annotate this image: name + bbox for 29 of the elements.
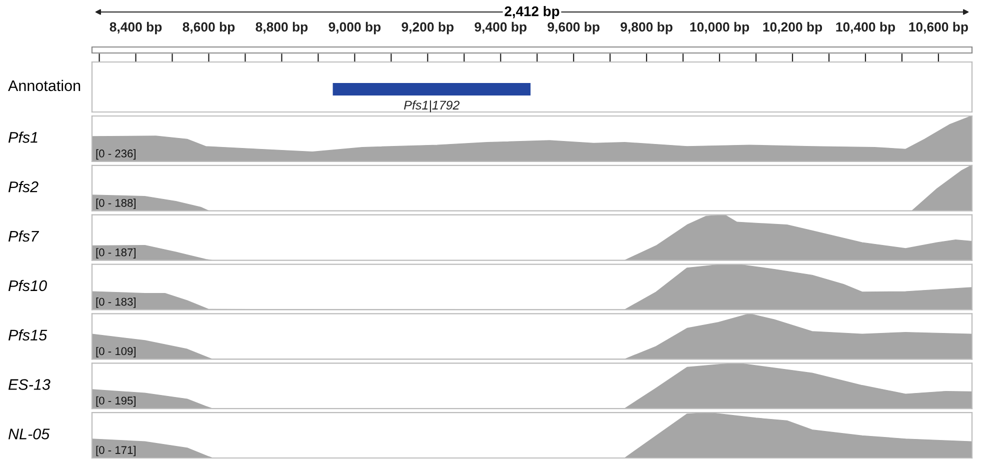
annotation: [0 - 183]: [96, 298, 136, 308]
annotation: [0 - 188]: [96, 198, 136, 210]
x-tick-label: 10,000 bp: [690, 22, 750, 34]
x-tick-label: 8,600 bp: [182, 22, 235, 34]
y-axis-title: Pfs10: [8, 280, 47, 292]
annotation: Pfs1|1792: [404, 100, 460, 112]
x-tick-label: 10,200 bp: [763, 22, 822, 34]
y-axis-title: Pfs15: [8, 329, 48, 341]
x-tick-label: 8,800 bp: [256, 22, 308, 34]
x-tick-label: 10,400 bp: [836, 22, 895, 34]
annotation: [0 - 171]: [96, 446, 136, 456]
y-axis-title: Annotation: [8, 80, 80, 92]
y-axis-title: NL-05: [8, 428, 50, 440]
annotation: [0 - 187]: [96, 248, 136, 258]
annotation: [0 - 109]: [96, 346, 136, 358]
x-tick-label: 8,400 bp: [110, 22, 162, 34]
annotation: [0 - 236]: [96, 149, 136, 160]
annotation: [0 - 195]: [96, 396, 136, 407]
x-tick-label: 10,600 bp: [909, 22, 968, 34]
y-axis-title: Pfs7: [8, 230, 40, 242]
x-tick-label: 9,600 bp: [548, 22, 600, 34]
x-tick-label: 9,400 bp: [474, 22, 526, 34]
y-axis-title: ES-13: [8, 379, 50, 390]
x-tick-label: 9,000 bp: [328, 22, 381, 34]
y-axis-title: Pfs2: [8, 181, 38, 192]
chart-title: 2,412 bp: [504, 6, 560, 19]
x-tick-label: 9,800 bp: [620, 22, 672, 34]
x-tick-label: 9,200 bp: [402, 22, 454, 34]
y-axis-title: Pfs1: [8, 132, 38, 143]
